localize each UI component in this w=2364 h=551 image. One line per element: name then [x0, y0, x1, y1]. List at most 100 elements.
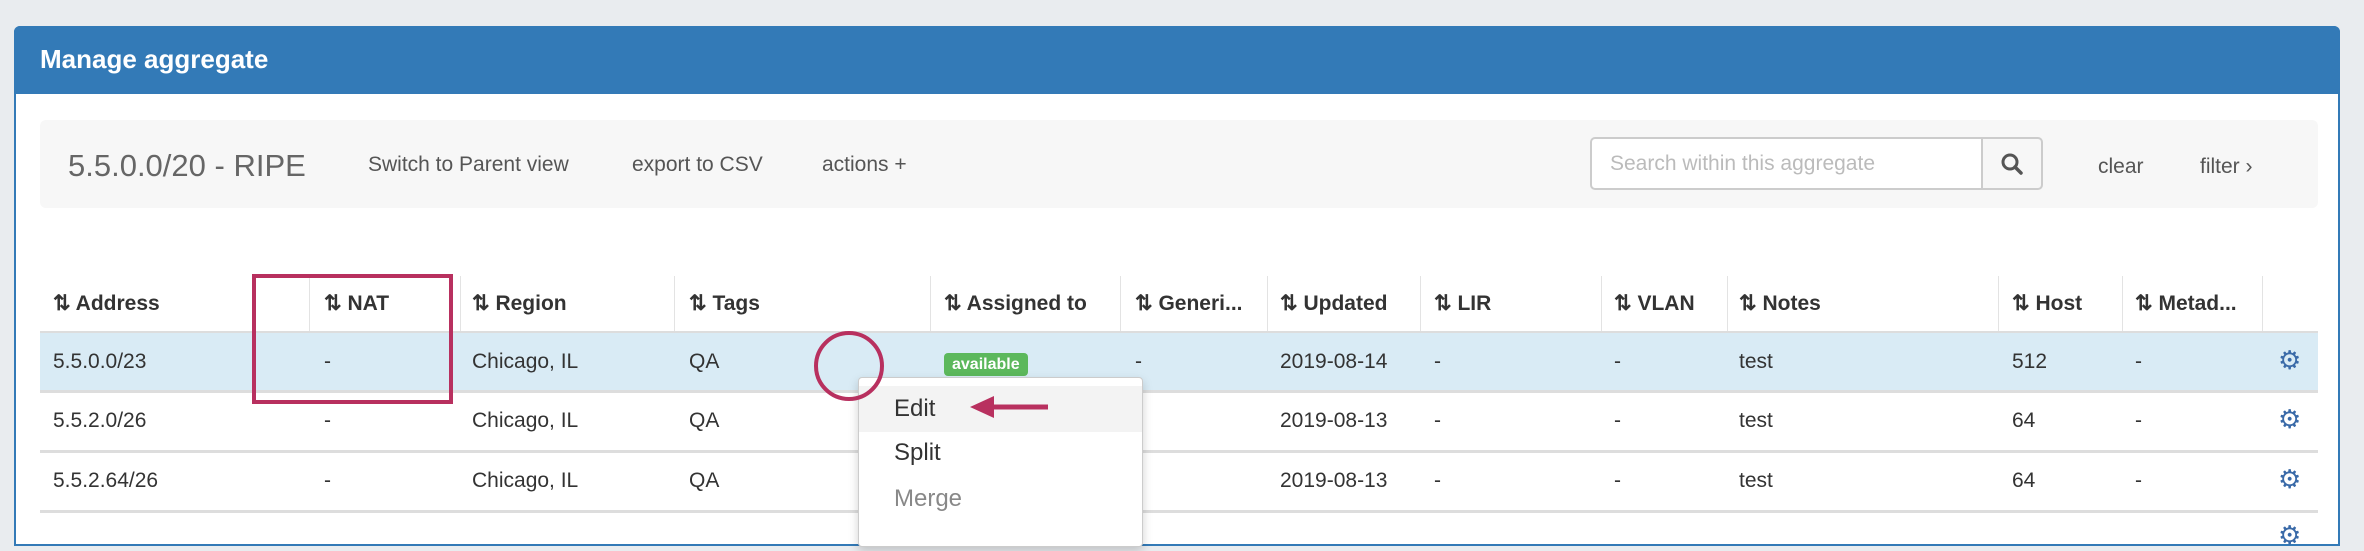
- column-label: Region: [495, 292, 567, 315]
- cell-tags: QA: [689, 350, 720, 373]
- cell-address: 5.5.2.0/26: [53, 409, 147, 432]
- column-header-meta[interactable]: ⇅ Metad...: [2135, 291, 2237, 316]
- menu-item-edit[interactable]: Edit: [859, 386, 1142, 432]
- panel-header: [14, 26, 2340, 94]
- column-label: Notes: [1762, 292, 1821, 315]
- column-header-lir[interactable]: ⇅ LIR: [1434, 291, 1491, 316]
- column-header-generic[interactable]: ⇅ Generi...: [1135, 291, 1242, 316]
- gear-icon[interactable]: ⚙: [2278, 345, 2302, 375]
- cell-updated: 2019-08-13: [1280, 469, 1388, 492]
- column-separator: [460, 276, 461, 332]
- cell-updated: 2019-08-14: [1280, 350, 1388, 373]
- cell-nat: -: [324, 469, 331, 492]
- table-row-selected[interactable]: [40, 333, 2318, 391]
- column-label: Address: [75, 292, 160, 315]
- status-badge: available: [944, 353, 1028, 376]
- gear-icon[interactable]: ⚙: [2278, 404, 2302, 434]
- search-input[interactable]: [1590, 137, 1983, 190]
- gear-icon[interactable]: ⚙: [2278, 464, 2302, 494]
- cell-meta: -: [2135, 409, 2142, 432]
- cell-lir: -: [1434, 409, 1441, 432]
- cell-tags: QA: [689, 409, 720, 432]
- sort-icon: ⇅: [1739, 292, 1757, 315]
- cell-vlan: -: [1614, 469, 1621, 492]
- column-header-region[interactable]: ⇅ Region: [472, 291, 567, 316]
- sort-icon: ⇅: [2012, 292, 2030, 315]
- column-header-updated[interactable]: ⇅ Updated: [1280, 291, 1387, 316]
- cell-meta: -: [2135, 469, 2142, 492]
- cell-host: 64: [2012, 469, 2036, 492]
- column-label: Host: [2035, 292, 2083, 315]
- row-divider: [40, 450, 2318, 453]
- column-separator: [309, 276, 310, 332]
- column-separator: [1998, 276, 1999, 332]
- annotation-circle: [814, 331, 884, 401]
- column-header-address[interactable]: ⇅ Address: [53, 291, 160, 316]
- cell-meta: -: [2135, 350, 2142, 373]
- cell-vlan: -: [1614, 409, 1621, 432]
- cell-nat: -: [324, 409, 331, 432]
- column-separator: [2262, 276, 2263, 332]
- sort-icon: ⇅: [1434, 292, 1452, 315]
- column-header-tags[interactable]: ⇅ Tags: [689, 291, 760, 316]
- clear-link[interactable]: clear: [2098, 155, 2144, 178]
- panel-title: Manage aggregate: [40, 44, 269, 74]
- column-separator: [674, 276, 675, 332]
- menu-item-split[interactable]: Split: [894, 439, 941, 466]
- column-label: Metad...: [2158, 292, 2237, 315]
- search-icon: [2001, 153, 2023, 175]
- cell-nat: -: [324, 350, 331, 373]
- cell-address: 5.5.2.64/26: [53, 469, 159, 492]
- cell-address: 5.5.0.0/23: [53, 350, 147, 373]
- column-header-notes[interactable]: ⇅ Notes: [1739, 291, 1821, 316]
- filter-link[interactable]: filter ›: [2200, 155, 2253, 178]
- column-label: Updated: [1303, 292, 1388, 315]
- sort-icon: ⇅: [944, 292, 962, 315]
- cell-region: Chicago, IL: [472, 409, 579, 432]
- column-label: LIR: [1457, 292, 1492, 315]
- column-separator: [1601, 276, 1602, 332]
- export-csv-link[interactable]: export to CSV: [632, 153, 763, 176]
- cell-notes: test: [1739, 469, 1773, 492]
- cell-notes: test: [1739, 409, 1773, 432]
- cell-vlan: -: [1614, 350, 1621, 373]
- table-row[interactable]: [40, 452, 2318, 510]
- column-label: VLAN: [1637, 292, 1695, 315]
- cell-host: 512: [2012, 350, 2048, 373]
- sort-icon: ⇅: [689, 292, 707, 315]
- column-label: NAT: [347, 292, 390, 315]
- column-label: Tags: [712, 292, 760, 315]
- column-header-assigned[interactable]: ⇅ Assigned to: [944, 291, 1087, 316]
- column-header-nat[interactable]: ⇅ NAT: [324, 291, 389, 316]
- cell-region: Chicago, IL: [472, 469, 579, 492]
- column-separator: [1267, 276, 1268, 332]
- column-label: Assigned to: [966, 292, 1087, 315]
- sort-icon: ⇅: [1614, 292, 1632, 315]
- cell-generic: -: [1135, 350, 1142, 373]
- annotation-arrow-icon: [970, 396, 1048, 418]
- aggregate-title: 5.5.0.0/20 - RIPE: [68, 148, 306, 183]
- cell-assigned: available: [944, 351, 1028, 376]
- column-header-host[interactable]: ⇅ Host: [2012, 291, 2082, 316]
- cell-tags: QA: [689, 469, 720, 492]
- column-header-vlan[interactable]: ⇅ VLAN: [1614, 291, 1695, 316]
- column-separator: [1120, 276, 1121, 332]
- actions-menu[interactable]: actions +: [822, 153, 907, 176]
- sort-icon: ⇅: [472, 292, 490, 315]
- cell-lir: -: [1434, 350, 1441, 373]
- column-separator: [1727, 276, 1728, 332]
- header-divider: [40, 331, 2318, 334]
- search-button[interactable]: [1981, 137, 2043, 190]
- sort-icon: ⇅: [2135, 292, 2153, 315]
- column-label: Generi...: [1158, 292, 1243, 315]
- column-separator: [930, 276, 931, 332]
- sort-icon: ⇅: [1135, 292, 1153, 315]
- column-separator: [1420, 276, 1421, 332]
- column-separator: [2122, 276, 2123, 332]
- cell-updated: 2019-08-13: [1280, 409, 1388, 432]
- sort-icon: ⇅: [53, 292, 71, 315]
- menu-item-merge[interactable]: Merge: [894, 485, 963, 512]
- gear-icon[interactable]: ⚙: [2278, 520, 2302, 550]
- switch-parent-view-link[interactable]: Switch to Parent view: [368, 153, 569, 176]
- cell-host: 64: [2012, 409, 2036, 432]
